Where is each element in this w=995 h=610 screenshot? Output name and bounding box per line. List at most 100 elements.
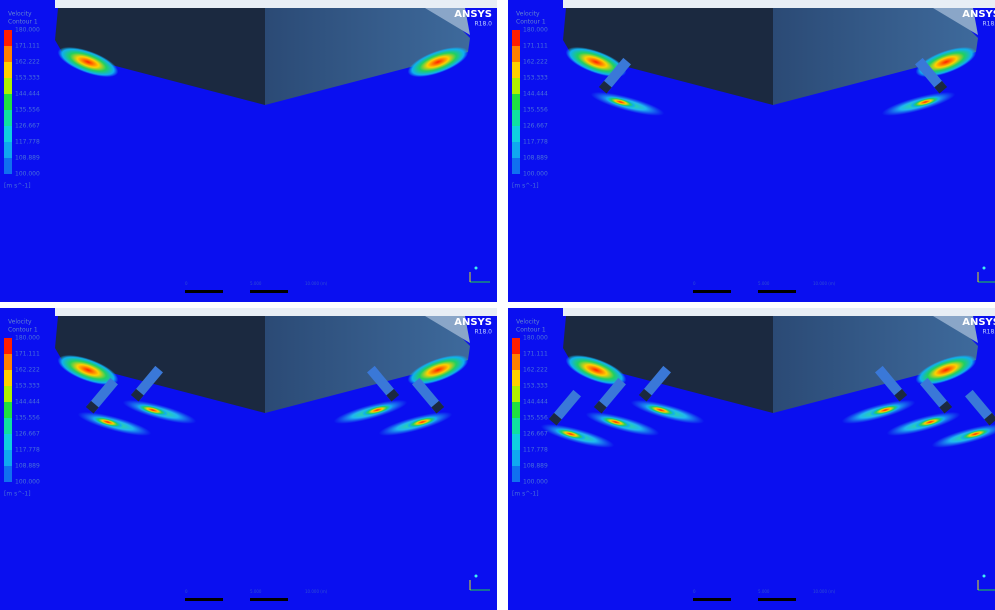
colorbar-segment	[4, 370, 12, 386]
colorbar-segment	[4, 110, 12, 126]
colorbar-segment	[4, 402, 12, 418]
legend-level: 108.889	[523, 155, 548, 162]
logo: ANSYS	[962, 317, 995, 328]
colorbar-segment	[512, 158, 520, 174]
colorbar-segment	[4, 62, 12, 78]
axis-z	[475, 575, 478, 578]
legend-level: 135.556	[15, 107, 40, 114]
legend-level: 153.333	[523, 75, 548, 82]
legend-level: 144.444	[15, 399, 40, 406]
legend-level: 100.000	[523, 171, 548, 178]
legend-level: 153.333	[15, 75, 40, 82]
legend-level: 153.333	[15, 383, 40, 390]
scale-label: 10.000 (m)	[813, 589, 836, 594]
legend-unit: [m s^-1]	[4, 183, 31, 190]
scale-label: 10.000 (m)	[305, 589, 328, 594]
colorbar-segment	[4, 386, 12, 402]
legend-level: 144.444	[523, 399, 548, 406]
colorbar-segment	[512, 434, 520, 450]
legend-level: 100.000	[523, 479, 548, 486]
legend-title: Velocity	[516, 11, 540, 18]
legend-subtitle: Contour 1	[516, 327, 546, 334]
legend-level: 117.778	[15, 447, 40, 454]
legend-subtitle: Contour 1	[8, 327, 38, 334]
scale-bar	[185, 598, 223, 601]
legend-level: 180.000	[523, 335, 548, 342]
legend-title: Velocity	[8, 319, 32, 326]
scale-label: 10.000 (m)	[305, 281, 328, 286]
legend-level: 144.444	[15, 91, 40, 98]
colorbar-segment	[4, 450, 12, 466]
legend-subtitle: Contour 1	[8, 19, 38, 26]
colorbar-segment	[512, 418, 520, 434]
legend-level: 126.667	[523, 431, 548, 438]
scale-label: 5.000	[758, 281, 770, 286]
colorbar-segment	[512, 370, 520, 386]
top-band	[563, 308, 995, 316]
colorbar-segment	[4, 78, 12, 94]
legend-level: 135.556	[523, 415, 548, 422]
legend-level: 171.111	[15, 43, 40, 50]
top-band	[563, 0, 995, 8]
top-band	[55, 0, 497, 8]
panel: VelocityContour 1180.000 171.111 162.222 15…	[0, 0, 497, 302]
scale-bar	[758, 598, 796, 601]
legend-unit: [m s^-1]	[512, 491, 539, 498]
colorbar-segment	[512, 450, 520, 466]
colorbar-segment	[4, 418, 12, 434]
scale-label: 10.000 (m)	[813, 281, 836, 286]
legend-level: 117.778	[523, 447, 548, 454]
legend-level: 162.222	[15, 59, 40, 66]
colorbar-segment	[4, 142, 12, 158]
scale-bar	[250, 598, 288, 601]
colorbar-segment	[4, 338, 12, 354]
legend-level: 153.333	[523, 383, 548, 390]
legend-level: 100.000	[15, 479, 40, 486]
version: R18.0	[982, 329, 995, 336]
colorbar-segment	[512, 46, 520, 62]
legend-level: 135.556	[15, 415, 40, 422]
colorbar-segment	[512, 354, 520, 370]
legend-level: 171.111	[15, 351, 40, 358]
legend-title: Velocity	[516, 319, 540, 326]
colorbar-segment	[4, 354, 12, 370]
colorbar-segment	[512, 78, 520, 94]
legend-level: 117.778	[523, 139, 548, 146]
colorbar-segment	[512, 126, 520, 142]
legend-unit: [m s^-1]	[4, 491, 31, 498]
screenshot: VelocityContour 1180.000171.111162.22215…	[0, 0, 995, 610]
legend-level: 100.000	[15, 171, 40, 178]
scale-bar	[250, 290, 288, 293]
colorbar-segment	[512, 338, 520, 354]
version: R18.0	[474, 21, 492, 28]
legend-level: 126.667	[15, 431, 40, 438]
colorbar-segment	[4, 158, 12, 174]
axis-z	[983, 267, 986, 270]
legend-level: 144.444	[523, 91, 548, 98]
axis-z	[983, 575, 986, 578]
scale-bar	[693, 290, 731, 293]
version: R18.0	[474, 329, 492, 336]
colorbar-segment	[4, 126, 12, 142]
colorbar-segment	[512, 94, 520, 110]
scale-bar	[758, 290, 796, 293]
colorbar-segment	[4, 466, 12, 482]
colorbar-segment	[512, 62, 520, 78]
colorbar-segment	[512, 142, 520, 158]
legend-title: Velocity	[8, 11, 32, 18]
colorbar-segment	[512, 386, 520, 402]
legend-level: 108.889	[15, 155, 40, 162]
scale-bar	[185, 290, 223, 293]
colorbar-segment	[4, 94, 12, 110]
legend-level: 180.000	[15, 27, 40, 34]
colorbar-segment	[512, 402, 520, 418]
version: R18.0	[982, 21, 995, 28]
axis-z	[475, 267, 478, 270]
legend-level: 126.667	[523, 123, 548, 130]
legend-level: 162.222	[15, 367, 40, 374]
legend-level: 171.111	[523, 43, 548, 50]
legend-level: 126.667	[15, 123, 40, 130]
logo: ANSYS	[454, 317, 492, 328]
